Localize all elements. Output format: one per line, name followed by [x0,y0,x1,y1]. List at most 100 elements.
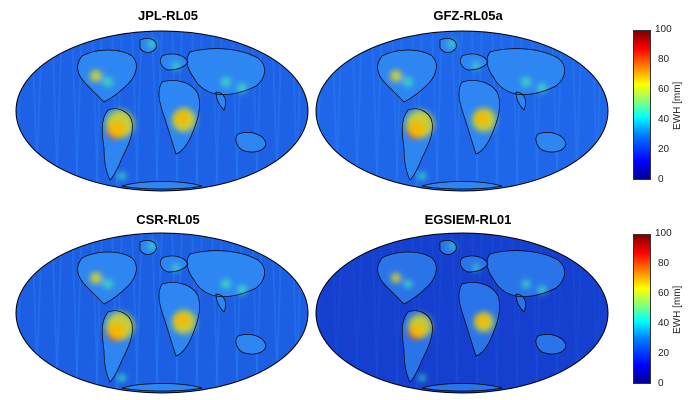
tick-label: 20 [658,348,670,359]
stripe-texture [71,31,79,191]
map-egsiem [315,232,609,394]
signal-hotspot [406,110,434,138]
coastline-greenland [139,38,157,53]
coastline-north-america [377,49,437,103]
signal-hotspot [408,314,432,338]
signal-hotspot [448,242,456,250]
stripe-texture [255,31,263,191]
coastline-europe [460,53,489,71]
coastline-india [215,91,226,111]
tick-label: 0 [658,174,664,185]
signal-hotspot [103,77,113,87]
stripe-texture [375,233,383,393]
land-india [516,294,526,312]
signal-hotspot [172,108,196,132]
stripe-texture [151,31,159,191]
signal-hotspot [148,40,156,48]
tick-label: 100 [655,24,672,35]
coastline-greenland [439,240,457,255]
map-csr [15,232,309,394]
stripe-texture [551,233,559,393]
signal-hotspot [521,77,531,87]
land-north-america [77,50,137,102]
signal-hotspot [403,77,413,87]
land-europe [160,256,188,272]
stripe-texture [71,233,79,393]
stripe-texture [551,31,559,191]
colorbar-bottom [633,234,651,384]
coastline-north-america [77,251,137,305]
stripe-texture [431,31,439,191]
tick-label: 80 [658,258,670,269]
signal-hotspot [472,62,480,70]
coastline-australia [535,132,567,153]
coastline-asia [486,250,565,297]
coastline-africa [158,282,200,357]
signal-hotspot [472,108,496,132]
land-europe [460,54,488,70]
tick-label: 100 [655,228,672,239]
coastline-india [515,91,526,111]
land-india [516,92,526,110]
coastline-antarctica [421,383,503,392]
signal-hotspot [106,110,134,138]
land-australia [535,334,566,354]
signal-hotspot [90,70,102,82]
signal-hotspot [418,172,426,180]
tick-label: 80 [658,54,670,65]
stripe-texture [451,233,459,393]
signal-hotspot [473,311,495,333]
map-border [15,232,309,394]
coastline-north-america [377,251,437,305]
coastline-africa [458,282,500,357]
stripe-texture [555,31,563,191]
signal-hotspot [418,374,426,382]
stripe-texture [155,31,163,191]
stripe-texture [251,233,259,393]
signal-hotspot [390,70,402,82]
land-antarctica [122,383,202,391]
stripe-texture [255,233,263,393]
coastline-greenland [439,38,457,53]
tick-label: 20 [658,144,670,155]
land-antarctica [422,181,502,189]
stripe-texture [75,31,83,191]
land-north-america [377,50,437,102]
coastline-north-america [77,49,137,103]
stripe-texture [435,31,443,191]
stripe-texture [371,233,379,393]
signal-hotspot [537,285,547,295]
coastline-europe [160,53,189,71]
stripe-texture [135,233,143,393]
land-asia [187,48,265,95]
land-europe [460,256,488,272]
stripe-texture [135,31,143,191]
coastline-antarctica [121,181,203,190]
map-border [15,30,309,192]
coastline-india [515,293,526,313]
panel-title-gfz: GFZ-RL05a [433,8,503,23]
land-india [216,92,226,110]
coastline-india [215,293,226,313]
coastline-south-america [401,310,433,383]
stripe-texture [555,233,563,393]
map-gfz [315,30,609,192]
signal-hotspot [521,279,531,289]
stripe-texture [131,31,139,191]
coastline-australia [235,334,267,355]
coastline-asia [486,48,565,95]
stripe-texture [371,31,379,191]
land-asia [487,250,565,297]
signal-hotspot [148,242,156,250]
stripe-texture [455,233,463,393]
stripe-texture [375,31,383,191]
tick-label: 60 [658,84,670,95]
signal-hotspot [118,374,126,382]
signal-hotspot [172,62,180,70]
coastline-africa [458,80,500,155]
land-europe [160,54,188,70]
signal-hotspot [221,279,231,289]
land-antarctica [422,383,502,391]
stripe-texture [435,233,443,393]
land-asia [487,48,565,95]
